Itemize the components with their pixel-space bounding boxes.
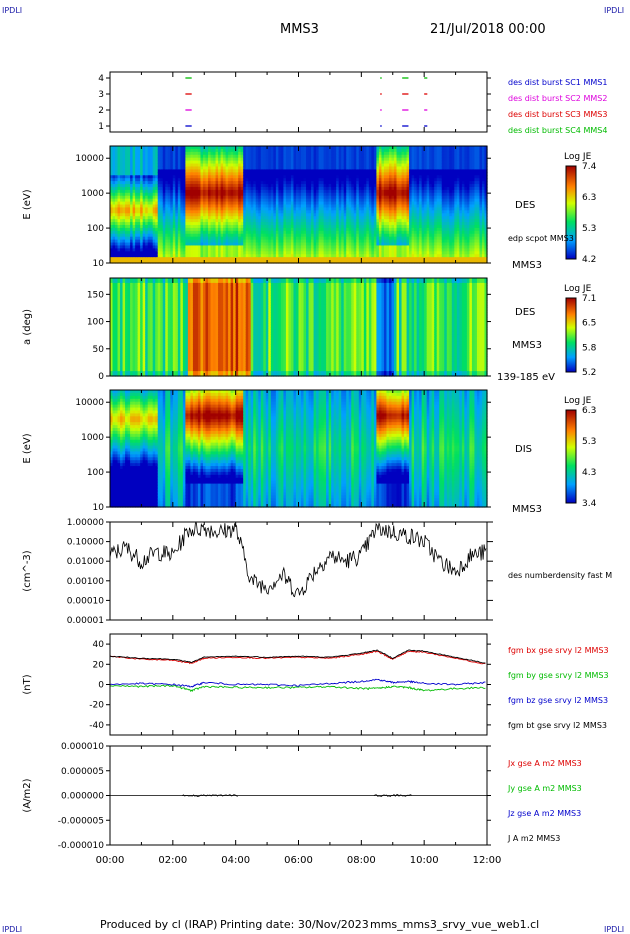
figure: 1234 des dist burst SC1 MMS1des dist burs…: [0, 0, 630, 934]
